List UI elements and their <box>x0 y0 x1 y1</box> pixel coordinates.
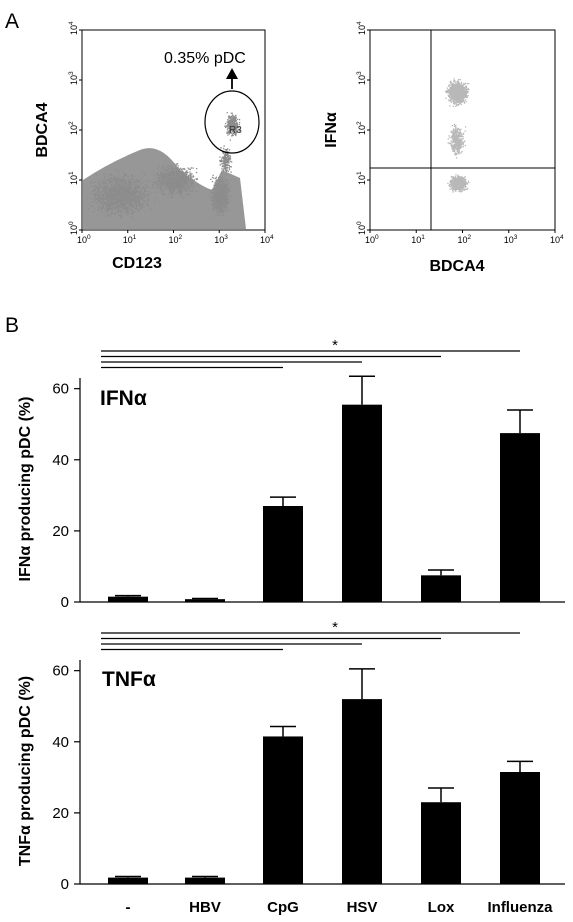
y-tick-label: 0 <box>61 876 69 893</box>
x-tick-exp: 0 <box>87 234 91 241</box>
bar-2 <box>263 506 303 602</box>
y-tick-label: 40 <box>52 734 69 751</box>
bar-2 <box>263 736 303 884</box>
x-tick-exp: 0 <box>375 234 379 241</box>
y-tick-label: 40 <box>52 452 69 469</box>
y-tick-label: 101 <box>68 171 79 185</box>
flow-left-x-ticks: 100 101 102 103 104 <box>77 230 274 245</box>
x-tick-label: 102 <box>458 234 472 245</box>
category-label-5: Influenza <box>487 899 553 916</box>
x-tick-label: 104 <box>550 234 564 245</box>
flow-right-dot-cloud <box>444 78 470 193</box>
x-tick-exp: 1 <box>421 234 425 241</box>
flow-left-xlabel: CD123 <box>112 255 162 272</box>
flow-right-xlabel: BDCA4 <box>429 258 484 275</box>
category-label-3: HSV <box>347 899 378 916</box>
bar-1 <box>185 599 225 602</box>
bar-3 <box>342 404 382 602</box>
flow-left-gate <box>204 90 260 154</box>
x-tick-exp: 3 <box>514 234 518 241</box>
bar-5 <box>500 433 540 602</box>
bar-0 <box>108 877 148 884</box>
bar-0 <box>108 596 148 602</box>
y-tick-label: 102 <box>356 121 367 135</box>
y-tick-label: 102 <box>68 121 79 135</box>
flow-left-arrow-head <box>226 68 238 79</box>
tnfa-ylabel: TNFα producing pDC (%) <box>17 676 34 866</box>
x-tick-label: 103 <box>214 234 228 245</box>
x-tick-exp: 2 <box>179 234 183 241</box>
y-tick-exp: 3 <box>68 71 75 75</box>
y-tick-label: 0 <box>61 594 69 611</box>
y-tick-label: 100 <box>356 221 367 235</box>
dot-cloud-path <box>444 78 470 193</box>
y-tick-label: 60 <box>52 663 69 680</box>
y-tick-label: 103 <box>356 71 367 85</box>
x-tick-exp: 4 <box>270 234 274 241</box>
bar-3 <box>342 699 382 884</box>
category-label-1: HBV <box>189 899 221 916</box>
bar-4 <box>421 802 461 884</box>
category-label-4: Lox <box>428 899 455 916</box>
y-tick-label: 104 <box>68 21 79 35</box>
x-tick-label: 101 <box>123 234 137 245</box>
bar-chart-tnfa: 0 20 40 60 * - HBV CpG HSV Lox Influenza TNFα TN… <box>17 619 565 916</box>
x-tick-exp: 4 <box>560 234 564 241</box>
y-tick-exp: 4 <box>356 21 363 25</box>
ifna-ylabel: IFNα producing pDC (%) <box>17 397 34 582</box>
y-tick-exp: 2 <box>356 121 363 125</box>
y-tick-exp: 1 <box>356 171 363 175</box>
x-tick-exp: 1 <box>133 234 137 241</box>
flow-left-dot-cloud <box>83 112 246 229</box>
y-tick-exp: 0 <box>356 221 363 225</box>
x-tick-label: 104 <box>260 234 274 245</box>
x-tick-label: 102 <box>169 234 183 245</box>
bar-4 <box>421 575 461 602</box>
category-label-0: - <box>126 899 131 916</box>
flow-plot-left: R3 0.35% pDC 100 101 102 103 104 10010110210… <box>34 21 274 272</box>
y-tick-label: 100 <box>68 221 79 235</box>
x-tick-label: 101 <box>411 234 425 245</box>
x-tick-exp: 2 <box>468 234 472 241</box>
bar-1 <box>185 877 225 884</box>
significance-star: * <box>332 337 338 354</box>
y-tick-label: 60 <box>52 381 69 398</box>
flow-right-x-ticks: 100 101 102 103 104 <box>365 230 564 245</box>
y-tick-exp: 2 <box>68 121 75 125</box>
flow-left-ylabel: BDCA4 <box>34 102 51 157</box>
flow-left-gate-label: 0.35% pDC <box>164 50 246 67</box>
y-tick-label: 104 <box>356 21 367 35</box>
y-tick-exp: 0 <box>68 221 75 225</box>
panel-a-letter: A <box>5 10 19 33</box>
bar-5 <box>500 772 540 884</box>
y-tick-label: 20 <box>52 805 69 822</box>
y-tick-label: 101 <box>356 171 367 185</box>
flow-right-frame <box>369 29 556 231</box>
flow-right-ylabel: IFNα <box>323 112 340 148</box>
y-tick-exp: 1 <box>68 171 75 175</box>
x-tick-exp: 3 <box>224 234 228 241</box>
dot-cloud-path <box>86 112 241 221</box>
significance-star: * <box>332 619 338 636</box>
panel-b-letter: B <box>5 314 19 337</box>
y-tick-label: 20 <box>52 523 69 540</box>
flow-left-gate-name: R3 <box>229 125 242 136</box>
bar-chart-ifna: 0 20 40 60 * IFNα IFNα producing pDC (%) <box>17 337 565 611</box>
y-tick-label: 103 <box>68 71 79 85</box>
x-tick-label: 100 <box>77 234 91 245</box>
ifna-inset-title: IFNα <box>100 387 147 410</box>
y-tick-exp: 3 <box>356 71 363 75</box>
x-tick-label: 100 <box>365 234 379 245</box>
category-label-2: CpG <box>267 899 299 916</box>
y-tick-exp: 4 <box>68 21 75 25</box>
x-tick-label: 103 <box>504 234 518 245</box>
tnfa-inset-title: TNFα <box>102 668 156 691</box>
